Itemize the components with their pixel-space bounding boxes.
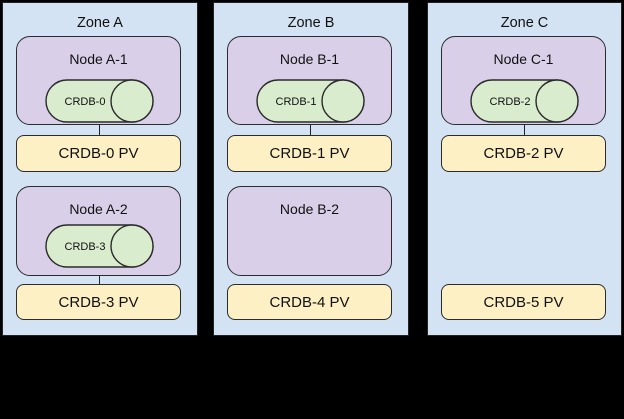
svg-text:CRDB-3: CRDB-3 (65, 241, 106, 253)
svg-text:CRDB-1: CRDB-1 (276, 96, 317, 108)
svg-text:CRDB-0: CRDB-0 (65, 96, 106, 108)
svg-text:CRDB-2: CRDB-2 (490, 96, 531, 108)
